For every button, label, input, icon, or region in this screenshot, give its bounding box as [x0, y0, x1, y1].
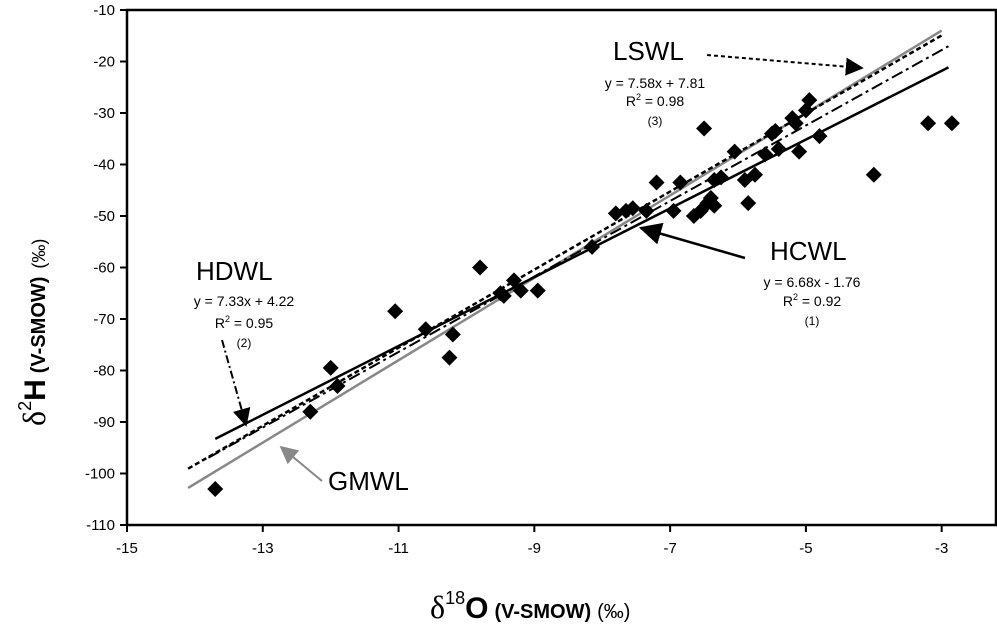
data-point — [865, 166, 882, 183]
hdwl-arrow — [221, 339, 251, 427]
y-tick-label: -90 — [93, 414, 115, 431]
hdwl-r2-value: = 0.95 — [230, 315, 273, 331]
y-tick-label: -100 — [85, 466, 115, 483]
data-point — [757, 146, 774, 163]
data-point — [770, 141, 787, 158]
y-tick-label: -40 — [93, 157, 115, 174]
data-point — [495, 287, 512, 304]
lswl-r2-label: R — [626, 93, 636, 109]
y-tick-label: -70 — [93, 311, 115, 328]
data-point — [787, 115, 804, 132]
y-axis-title-sup: 2 — [15, 401, 35, 411]
x-axis-title-element: O — [465, 592, 488, 625]
data-point — [740, 195, 757, 212]
y-axis-title-unit: (‰) — [29, 239, 49, 269]
lswl-arrow — [706, 54, 864, 76]
y-tick-label: -60 — [93, 260, 115, 277]
gmwl-label: GMWL — [328, 466, 409, 496]
data-point — [801, 92, 818, 109]
hcwl-r2: R2 = 0.92 — [783, 292, 842, 309]
y-axis-title-symbol: δ — [16, 411, 52, 426]
data-point — [505, 272, 522, 289]
x-axis-title: δ18O (V-SMOW) (‰) — [430, 588, 630, 625]
data-point — [726, 143, 743, 160]
y-tick-label: -50 — [93, 208, 115, 225]
hdwl-r2-sup: 2 — [225, 314, 230, 324]
data-point — [441, 349, 458, 366]
hdwl-r2-label: R — [215, 315, 225, 331]
lswl-label: LSWL — [613, 36, 684, 66]
hdwl-label: HDWL — [196, 256, 273, 286]
data-point — [387, 303, 404, 320]
y-tick-label: -10 — [93, 2, 115, 19]
y-axis-ticks: -110 -100 -90 -80 -70 -60 -50 -40 -30 -20 -10 — [85, 2, 127, 534]
gmwl-arrow — [279, 445, 323, 482]
data-point — [665, 202, 682, 219]
hdwl-line — [207, 45, 949, 459]
data-point — [444, 326, 461, 343]
hcwl-r2-sup: 2 — [793, 292, 798, 302]
x-tick-label: -3 — [935, 540, 948, 557]
lswl-ref: (3) — [648, 114, 663, 128]
data-point — [706, 197, 723, 214]
data-point — [920, 115, 937, 132]
data-point — [811, 128, 828, 145]
data-point — [624, 200, 641, 217]
x-axis-title-unit: (‰) — [597, 601, 630, 623]
lswl-equation: y = 7.58x + 7.81 — [605, 75, 706, 91]
x-tick-label: -15 — [116, 540, 138, 557]
data-point — [329, 377, 346, 394]
x-tick-label: -13 — [252, 540, 274, 557]
hcwl-line — [214, 66, 950, 440]
hcwl-ref: (1) — [805, 314, 820, 328]
hcwl-r2-value: = 0.92 — [798, 293, 841, 309]
y-tick-label: -110 — [86, 517, 115, 534]
x-axis-title-symbol: δ — [430, 589, 445, 625]
lswl-r2: R2 = 0.98 — [626, 92, 685, 109]
hdwl-ref: (2) — [237, 336, 252, 350]
data-point — [767, 123, 784, 140]
data-point — [529, 282, 546, 299]
x-axis-ticks: -15 -13 -11 -9 -7 -5 -3 — [116, 525, 948, 557]
data-point — [943, 115, 960, 132]
data-point — [746, 166, 763, 183]
y-axis-title-element: H — [19, 379, 52, 401]
data-points — [207, 92, 960, 497]
data-point — [472, 259, 489, 276]
x-tick-label: -5 — [799, 540, 812, 557]
lswl-r2-sup: 2 — [636, 92, 641, 102]
x-tick-label: -11 — [388, 540, 409, 557]
y-tick-label: -30 — [93, 105, 115, 122]
hcwl-equation: y = 6.68x - 1.76 — [764, 274, 861, 290]
x-axis-title-ref: (V-SMOW) — [494, 601, 591, 623]
y-axis-title-ref: (V-SMOW) — [28, 277, 50, 374]
data-point — [302, 403, 319, 420]
y-tick-label: -80 — [93, 363, 115, 380]
hcwl-arrow — [638, 222, 746, 260]
data-point — [638, 202, 655, 219]
hcwl-r2-label: R — [783, 293, 793, 309]
hcwl-label: HCWL — [770, 236, 847, 266]
data-point — [417, 321, 434, 338]
data-point — [713, 169, 730, 186]
data-point — [648, 174, 665, 191]
data-point — [512, 282, 529, 299]
data-point — [584, 238, 601, 255]
x-tick-label: -7 — [663, 540, 676, 557]
data-point — [672, 174, 689, 191]
hdwl-r2: R2 = 0.95 — [215, 314, 274, 331]
lswl-r2-value: = 0.98 — [641, 93, 684, 109]
y-tick-label: -20 — [93, 54, 115, 71]
data-point — [791, 143, 808, 160]
lswl-line — [187, 34, 943, 470]
data-point — [207, 480, 224, 497]
x-tick-label: -9 — [528, 540, 541, 557]
y-axis-title: δ2H (V-SMOW) (‰) — [15, 239, 52, 426]
data-point — [696, 120, 713, 137]
hdwl-equation: y = 7.33x + 4.22 — [194, 293, 295, 309]
x-axis-title-sup: 18 — [445, 588, 465, 608]
data-point — [322, 359, 339, 376]
